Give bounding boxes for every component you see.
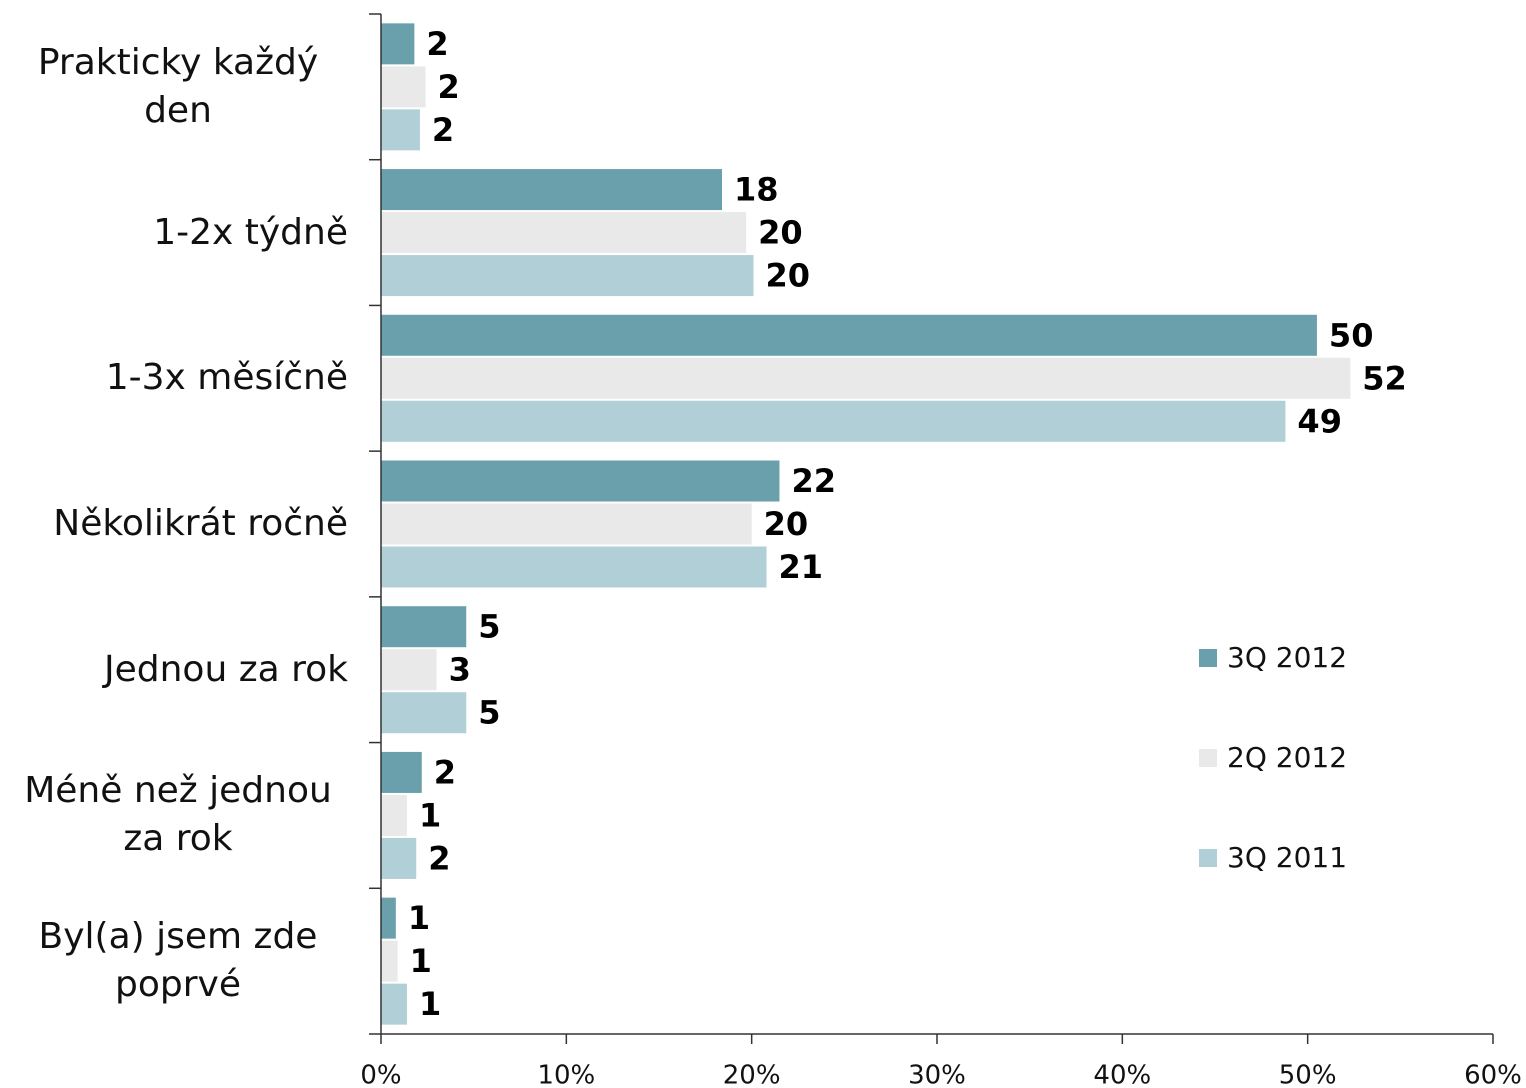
bar	[381, 66, 426, 108]
bar	[381, 109, 420, 151]
category-label: Prakticky každý den	[37, 41, 319, 131]
x-tick-label: 40%	[1093, 1061, 1151, 1088]
category-label: Méně než jednou za rok	[24, 770, 332, 860]
bar	[381, 983, 407, 1025]
legend-swatch	[1199, 849, 1217, 867]
value-label: 1	[419, 796, 441, 834]
value-label: 20	[766, 257, 811, 295]
bar	[381, 169, 723, 211]
bar	[381, 940, 398, 982]
value-label: 5	[478, 608, 500, 646]
value-label: 2	[428, 839, 450, 877]
bar	[381, 897, 396, 939]
category-label: Jednou za rok	[103, 648, 348, 690]
legend-label: 3Q 2012	[1227, 641, 1347, 674]
bar	[381, 314, 1317, 356]
bar	[381, 606, 467, 648]
value-label: 52	[1362, 359, 1407, 397]
bar	[381, 357, 1351, 399]
bar	[381, 255, 754, 297]
value-label: 1	[410, 942, 432, 980]
bar	[381, 794, 407, 836]
category-label: Několikrát ročně	[53, 503, 348, 544]
value-label: 20	[758, 214, 803, 252]
category-label: 1-3x měsíčně	[105, 357, 348, 399]
value-label: 2	[434, 753, 456, 791]
value-label: 2	[426, 25, 448, 63]
bar	[381, 460, 780, 502]
value-label: 3	[449, 651, 471, 689]
bar	[381, 546, 767, 588]
legend-swatch	[1199, 749, 1217, 767]
value-label: 1	[408, 899, 430, 937]
legend-label: 3Q 2011	[1227, 841, 1347, 874]
bar	[381, 23, 415, 65]
value-label: 50	[1329, 316, 1374, 354]
category-label: 1-2x týdně	[153, 211, 348, 253]
bar	[381, 212, 747, 254]
x-tick-label: 0%	[360, 1061, 401, 1088]
bar	[381, 649, 437, 691]
x-tick-label: 30%	[908, 1061, 966, 1088]
category-label: Byl(a) jsem zde poprvé	[38, 916, 318, 1006]
bar	[381, 751, 422, 793]
legend-label: 2Q 2012	[1227, 741, 1347, 774]
value-label: 1	[419, 985, 441, 1023]
bar	[381, 837, 417, 879]
value-label: 49	[1297, 402, 1342, 440]
bar	[381, 503, 752, 545]
bar	[381, 692, 467, 734]
value-label: 5	[478, 694, 500, 732]
x-tick-label: 10%	[537, 1061, 595, 1088]
bar	[381, 400, 1286, 442]
value-label: 18	[734, 171, 779, 209]
value-label: 2	[432, 111, 454, 149]
x-tick-label: 20%	[723, 1061, 781, 1088]
value-label: 22	[791, 462, 836, 500]
value-label: 2	[437, 68, 459, 106]
x-tick-label: 60%	[1464, 1061, 1522, 1088]
legend-swatch	[1199, 649, 1217, 667]
value-label: 21	[778, 548, 823, 586]
value-label: 20	[764, 505, 809, 543]
x-tick-label: 50%	[1279, 1061, 1337, 1088]
